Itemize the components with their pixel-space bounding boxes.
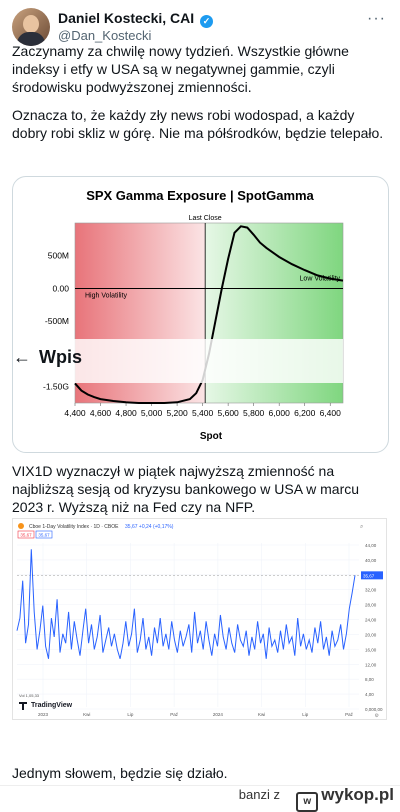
gamma-x-tick-label: 4,400: [64, 408, 86, 418]
tradingview-logo-icon: [19, 702, 27, 710]
cboe-icon: [18, 523, 24, 529]
vix-header-readout: 35,67 +0,24 (+0,17%): [125, 524, 174, 530]
author-name[interactable]: Daniel Kostecki, CAI ✓: [58, 10, 214, 28]
vix-badge-2: [35, 530, 53, 539]
vix-x-tick-label: Lip: [302, 712, 309, 717]
author-handle[interactable]: @Dan_Kostecki: [58, 28, 152, 43]
gamma-chart: SPX Gamma Exposure | SpotGamma 500M 0.00 -…: [43, 188, 344, 442]
gamma-x-axis-label: Spot: [200, 431, 223, 442]
avatar-face: [23, 15, 39, 33]
vix-y-tick-label: 24,00: [365, 618, 377, 623]
vix-last-value-marker: [361, 571, 383, 580]
vix-y-tick-label: 12,00: [365, 662, 377, 667]
wykop-site-name: wykop.pl: [321, 785, 394, 804]
gamma-x-tick-label: 5,600: [218, 408, 240, 418]
gamma-chart-card[interactable]: SPX Gamma Exposure | SpotGamma 500M 0.00 -…: [12, 176, 389, 453]
vix-x-tick-label: Lip: [127, 712, 134, 717]
gamma-x-tick-label: 6,400: [320, 408, 342, 418]
footer-user: banzi z: [239, 787, 280, 802]
footer-separator: z: [273, 787, 281, 802]
gamma-x-tick-label: 5,200: [166, 408, 188, 418]
vix-chart-title: Cboe 1-Day Volatility Index · 1D · CBOE: [29, 524, 119, 530]
last-close-label: Last Close: [189, 215, 222, 222]
more-options-icon[interactable]: ···: [367, 10, 386, 27]
tweet-paragraph-1: Zaczynamy za chwilę nowy tydzień. Wszyst…: [12, 43, 349, 95]
gamma-x-tick-label: 5,000: [141, 408, 163, 418]
high-volatility-label: High Volatility: [85, 292, 128, 299]
gamma-y-tick-label: -500M: [45, 316, 69, 326]
vix-y-tick-label: 20,00: [365, 632, 377, 637]
vix-badge-1-text: 35,67: [20, 533, 32, 538]
gamma-x-tick-label: 5,400: [192, 408, 214, 418]
gamma-x-tick-label: 5,800: [243, 408, 265, 418]
vix-chart: Cboe 1-Day Volatility Index · 1D · CBOE …: [16, 523, 383, 719]
vix-x-tick-label: 2023: [38, 712, 49, 717]
verified-badge-icon: ✓: [200, 15, 214, 28]
gamma-y-tick-label: 0.00: [52, 283, 69, 293]
gamma-x-tick-label: 6,000: [269, 408, 291, 418]
post-header-overlay: ← Wpis: [13, 339, 343, 383]
gamma-series-line: [74, 225, 344, 404]
vix-settings-icon[interactable]: ⚙: [375, 713, 380, 719]
vix-y-tick-label: 8,00: [365, 677, 374, 682]
vix-x-tick-label: 2024: [213, 712, 224, 717]
vix-series-line: [16, 549, 356, 659]
vix-y-tick-label: 44,00: [365, 543, 377, 548]
low-volatility-label: Low Volatility: [300, 275, 341, 282]
vix-x-tick-label: Paź: [345, 712, 354, 717]
vix-y-tick-label: 28,00: [365, 603, 377, 608]
vix-y-tick-label: 16,00: [365, 647, 377, 652]
wykop-logo-icon: w: [296, 792, 319, 812]
gamma-x-tick-label: 4,800: [115, 408, 137, 418]
tweet-paragraph-4: Jednym słowem, będzie się działo.: [12, 765, 228, 781]
gamma-y-tick-label: 500M: [48, 251, 69, 261]
vix-series-label: Vol 1,05,33: [19, 693, 40, 698]
vix-search-icon[interactable]: ⌕: [360, 524, 363, 530]
gamma-y-tick-label: -1.50G: [43, 382, 69, 392]
tradingview-watermark: TradingView: [31, 702, 73, 709]
vix-x-tick-label: Paź: [170, 712, 179, 717]
vix-badge-1: [17, 530, 35, 539]
avatar[interactable]: [12, 8, 50, 46]
vix-last-value-label: 35,67: [363, 573, 375, 578]
wykop-footer: banzi z w wykop.pl: [194, 785, 394, 812]
tweet: Daniel Kostecki, CAI ✓ @Dan_Kostecki ···…: [0, 8, 400, 786]
wykop-logo[interactable]: w wykop.pl: [296, 785, 394, 812]
gamma-plot-frame: [74, 222, 344, 404]
gamma-x-tick-label: 6,200: [294, 408, 316, 418]
tweet-paragraph-3: VIX1D wyznaczył w piątek najwyższą zmien…: [12, 463, 360, 515]
avatar-suit: [17, 32, 45, 46]
vix-chart-image[interactable]: Cboe 1-Day Volatility Index · 1D · CBOE …: [12, 518, 387, 720]
vix-y-tick-label: 40,00: [365, 558, 377, 563]
tweet-paragraph-2: Oznacza to, że każdy zły news robi wodos…: [12, 107, 384, 141]
footer-username[interactable]: banzi: [238, 787, 270, 802]
vix-x-tick-label: Kwi: [258, 712, 265, 717]
author-name-text: Daniel Kostecki, CAI: [58, 10, 195, 26]
vix-y-tick-label: 32,00: [365, 588, 377, 593]
tweet-header: Daniel Kostecki, CAI ✓ @Dan_Kostecki ···: [12, 8, 388, 48]
overlay-title: Wpis: [39, 347, 82, 367]
vix-x-tick-label: Kwi: [83, 712, 90, 717]
vix-y-tick-label: 0,000,00: [365, 707, 383, 712]
gamma-chart-title: SPX Gamma Exposure | SpotGamma: [86, 188, 314, 203]
gamma-x-tick-label: 4,600: [90, 408, 112, 418]
back-arrow-icon[interactable]: ←: [13, 347, 31, 367]
vix-badge-2-text: 35,67: [38, 533, 50, 538]
vix-y-tick-label: 4,00: [365, 692, 374, 697]
